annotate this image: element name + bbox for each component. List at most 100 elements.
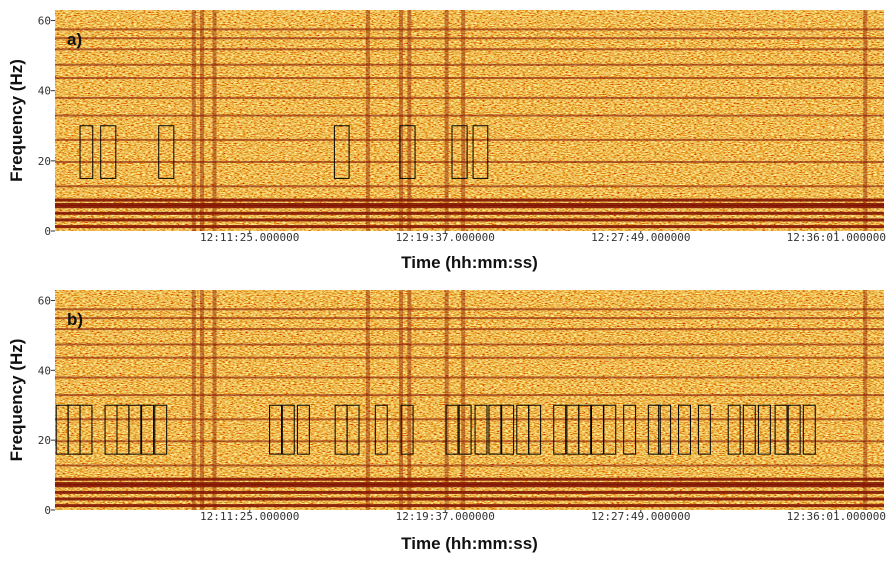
- detection-box: [141, 404, 155, 455]
- y-tick-label: 40: [38, 364, 51, 377]
- transient-stripe: [863, 10, 868, 231]
- detection-box: [474, 404, 488, 455]
- transient-stripe: [212, 290, 217, 510]
- detection-box: [333, 125, 350, 179]
- transient-stripe: [407, 290, 412, 510]
- detection-box: [269, 404, 283, 455]
- spectral-line: [55, 504, 884, 508]
- spectral-line: [55, 28, 884, 31]
- panel: 0 20 40 60 12:11:25.000000 12:19:37.000000 12:…: [7, 290, 886, 553]
- spectral-line: [55, 63, 884, 66]
- transient-stripe: [212, 10, 217, 231]
- spectral-line: [55, 477, 884, 481]
- spectral-line: [55, 202, 884, 206]
- spectral-line: [55, 497, 884, 501]
- spectral-line: [55, 464, 884, 467]
- y-tick-label: 0: [44, 504, 51, 517]
- transient-stripe: [200, 10, 205, 231]
- detection-box: [458, 404, 472, 455]
- detection-box: [374, 404, 388, 455]
- spectrogram-image: [55, 10, 884, 231]
- spectral-line: [55, 96, 884, 99]
- spectral-line: [55, 376, 884, 379]
- panel-label: a): [67, 30, 82, 49]
- spectral-line: [55, 218, 884, 222]
- spectral-line: [55, 138, 884, 141]
- detection-box: [79, 125, 94, 179]
- y-tick-label: 0: [44, 225, 51, 238]
- detection-box: [488, 404, 502, 455]
- detection-box: [399, 125, 416, 179]
- transient-stripe: [365, 10, 370, 231]
- detection-box: [346, 404, 360, 455]
- spectral-line: [55, 198, 884, 202]
- transient-stripe: [444, 10, 449, 231]
- spectral-line: [55, 114, 884, 117]
- y-tick-label: 20: [38, 434, 51, 447]
- detection-box: [154, 404, 168, 455]
- transient-stripe: [200, 290, 205, 510]
- detection-box: [400, 404, 414, 455]
- x-axis-title: Time (hh:mm:ss): [401, 534, 538, 553]
- spectral-line: [55, 343, 884, 346]
- detection-box: [553, 404, 567, 455]
- y-tick-label: 20: [38, 155, 51, 168]
- y-tick-label: 60: [38, 294, 51, 307]
- detection-box: [445, 404, 459, 455]
- spectral-line: [55, 328, 884, 331]
- spectral-line: [55, 37, 884, 40]
- detection-box: [658, 404, 672, 455]
- y-tick-label: 60: [38, 15, 51, 28]
- transient-stripe: [399, 10, 404, 231]
- detection-box: [578, 404, 592, 455]
- spectral-line: [55, 211, 884, 215]
- detection-box: [528, 404, 542, 455]
- detection-box: [623, 404, 637, 455]
- spectral-line: [55, 225, 884, 229]
- detection-box: [742, 404, 756, 455]
- y-axis-title: Frequency (Hz): [7, 59, 26, 182]
- spectral-line: [55, 482, 884, 486]
- spectrogram-image: [55, 290, 884, 510]
- transient-stripe: [461, 290, 466, 510]
- y-axis-title: Frequency (Hz): [7, 339, 26, 462]
- detection-box: [774, 404, 788, 455]
- transient-stripe: [191, 10, 196, 231]
- x-tick-label: 12:19:37.000000: [396, 231, 495, 244]
- spectral-line: [55, 77, 884, 80]
- transient-stripe: [407, 10, 412, 231]
- spectral-line: [55, 440, 884, 443]
- spectral-line: [55, 484, 884, 488]
- detection-box: [451, 125, 468, 179]
- x-tick-label: 12:36:01.000000: [787, 231, 886, 244]
- x-tick-label: 12:19:37.000000: [396, 510, 495, 523]
- y-tick-label: 40: [38, 85, 51, 98]
- x-tick-label: 12:27:49.000000: [591, 510, 690, 523]
- spectral-line: [55, 490, 884, 494]
- transient-stripe: [365, 290, 370, 510]
- transient-stripe: [461, 10, 466, 231]
- detection-box: [100, 125, 117, 179]
- transient-stripe: [191, 290, 196, 510]
- transient-stripe: [399, 290, 404, 510]
- x-tick-label: 12:27:49.000000: [591, 231, 690, 244]
- detection-box: [727, 404, 741, 455]
- spectral-line: [55, 308, 884, 311]
- spectral-line: [55, 160, 884, 163]
- spectral-line: [55, 205, 884, 209]
- detection-box: [472, 125, 489, 179]
- detection-box: [158, 125, 175, 179]
- x-tick-label: 12:11:25.000000: [200, 510, 299, 523]
- detection-box: [128, 404, 142, 455]
- spectral-line: [55, 317, 884, 320]
- x-axis-title: Time (hh:mm:ss): [401, 253, 538, 272]
- transient-stripe: [863, 290, 868, 510]
- panel-label: b): [67, 310, 83, 329]
- detection-box: [802, 404, 816, 455]
- transient-stripe: [444, 290, 449, 510]
- spectral-line: [55, 356, 884, 359]
- spectral-line: [55, 48, 884, 51]
- panel: 0 20 40 60 12:11:25.000000 12:19:37.000000 12:…: [7, 10, 886, 272]
- x-tick-label: 12:11:25.000000: [200, 231, 299, 244]
